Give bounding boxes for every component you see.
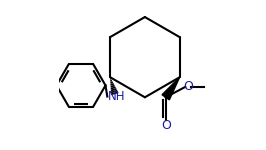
Text: O: O bbox=[161, 119, 171, 132]
Polygon shape bbox=[162, 77, 180, 100]
Text: O: O bbox=[183, 80, 193, 93]
Text: NH: NH bbox=[108, 90, 125, 103]
